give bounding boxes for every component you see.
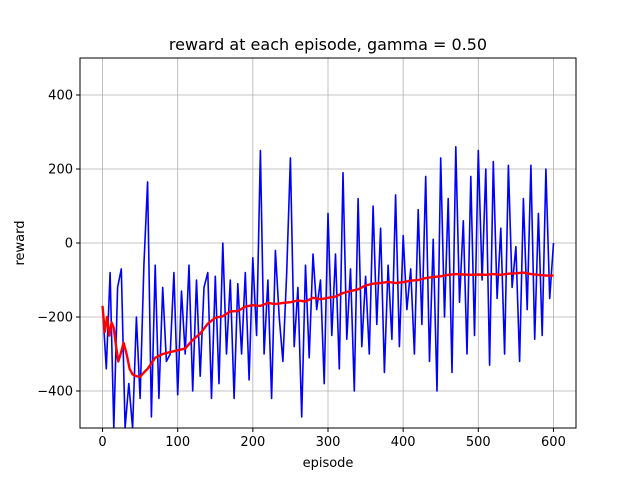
y-tick-label: −400 bbox=[37, 385, 73, 400]
x-tick-label: 100 bbox=[165, 435, 190, 450]
x-tick-label: 400 bbox=[391, 435, 416, 450]
x-axis-title: episode bbox=[303, 456, 354, 471]
y-tick-label: 0 bbox=[65, 237, 73, 252]
chart-title: reward at each episode, gamma = 0.50 bbox=[169, 35, 487, 54]
episode-reward-line bbox=[101, 146, 555, 428]
y-axis-title: reward bbox=[13, 220, 28, 265]
x-tick-label: 200 bbox=[240, 435, 265, 450]
x-tick-label: 300 bbox=[316, 435, 341, 450]
y-tick-label: 200 bbox=[48, 163, 73, 178]
y-tick-label: −200 bbox=[37, 311, 73, 326]
x-tick-label: 0 bbox=[98, 435, 106, 450]
x-axis-ticks: 0 100 200 300 400 500 600 bbox=[98, 428, 566, 450]
x-tick-label: 600 bbox=[541, 435, 566, 450]
y-axis-ticks: −400 −200 0 200 400 bbox=[37, 89, 80, 400]
x-tick-label: 500 bbox=[466, 435, 491, 450]
y-tick-label: 400 bbox=[48, 89, 73, 104]
series-group bbox=[101, 146, 555, 428]
series-layer bbox=[101, 146, 555, 428]
average-reward-line bbox=[101, 271, 554, 379]
